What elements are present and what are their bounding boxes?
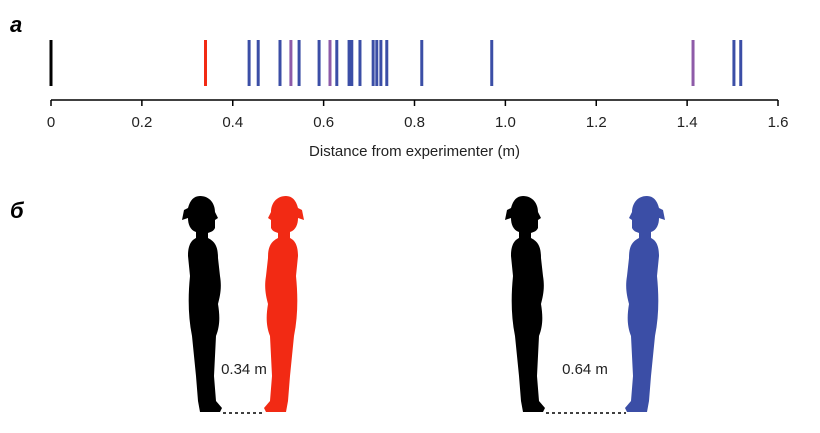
silhouette [625,196,665,412]
x-tick-label: 1.2 [586,114,607,131]
x-tick-label: 0 [47,114,55,131]
panel-label: б [10,198,25,223]
silhouette [182,196,222,412]
strip-chart: 0 0.2 0.4 0.6 0.8 1.0 1.2 1.4 1.6 Distance from e… [47,40,789,160]
distance-label: 0.34 m [221,361,267,378]
x-tick-label: 0.4 [222,114,243,131]
x-tick-label: 0.6 [313,114,334,131]
silhouette [505,196,545,412]
x-tick-label: 0.8 [404,114,425,131]
x-tick-label: 0.2 [131,114,152,131]
silhouette [264,196,304,412]
x-tick-label: 1.0 [495,114,516,131]
diagram: 0.34 m 0.64 m [182,196,665,414]
distance-label: 0.64 m [562,361,608,378]
x-axis-label: Distance from experimenter (m) [309,143,520,160]
x-tick-label: 1.6 [768,114,789,131]
panel-label: a [10,12,22,37]
x-tick-label: 1.4 [677,114,698,131]
